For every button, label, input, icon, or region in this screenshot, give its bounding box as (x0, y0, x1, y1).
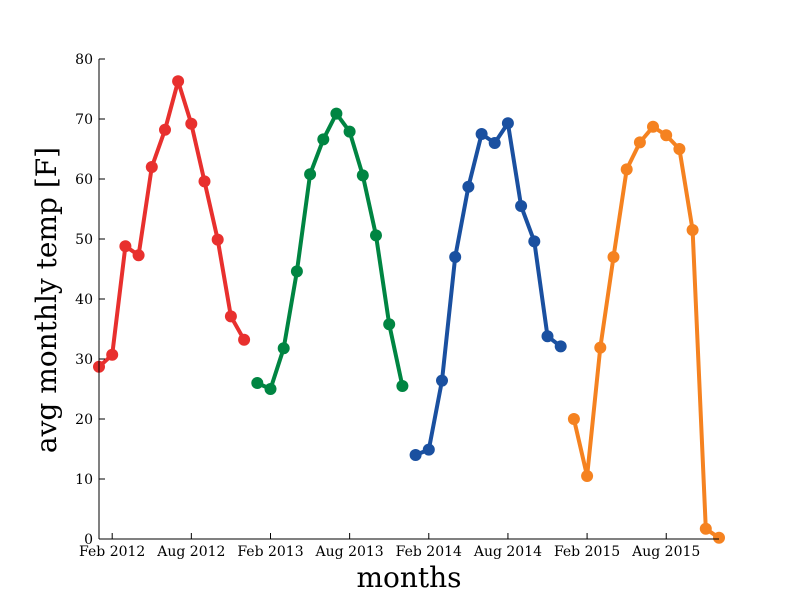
data-point (501, 117, 514, 130)
data-point (172, 75, 185, 88)
x-tick-label: Aug 2015 (631, 544, 700, 560)
data-point (449, 251, 462, 263)
data-point (594, 341, 607, 354)
data-point (383, 318, 396, 331)
data-point (106, 348, 119, 361)
series-line (571, 124, 721, 540)
data-point (343, 125, 356, 138)
series-1 (93, 75, 251, 373)
y-tick-label: 10 (75, 472, 93, 488)
data-point (488, 137, 501, 149)
data-point (462, 180, 475, 193)
data-point (422, 443, 435, 456)
y-tick-label: 80 (75, 52, 93, 68)
data-point (356, 169, 369, 182)
y-tick-label: 0 (84, 532, 93, 548)
data-point (370, 229, 382, 242)
data-point (699, 522, 712, 535)
data-point (515, 200, 528, 212)
x-tick-label: Aug 2012 (156, 544, 225, 560)
data-point (581, 470, 594, 482)
data-point (541, 330, 554, 343)
data-point (264, 383, 277, 395)
data-point (159, 123, 171, 136)
data-point (251, 377, 264, 389)
x-tick-label: Feb 2012 (79, 544, 145, 560)
data-point (607, 251, 620, 263)
data-point (528, 235, 541, 248)
data-point (224, 310, 237, 323)
data-point (290, 265, 303, 278)
y-axis-title: avg monthly temp [F] (30, 147, 63, 453)
data-point (330, 107, 343, 120)
y-tick-label: 30 (75, 352, 93, 368)
data-point (317, 133, 330, 146)
x-tick-label: Aug 2014 (473, 544, 542, 560)
data-point (409, 449, 422, 461)
x-tick-label: Feb 2013 (237, 544, 303, 560)
ticks-layer: 0 10 20 30 40 50 60 70 80 Feb 2012 Aug 2012 Feb 201… (75, 52, 700, 560)
y-tick-label: 20 (75, 412, 93, 428)
data-point (304, 168, 317, 181)
data-point (436, 374, 448, 387)
data-point (185, 117, 198, 130)
data-point (198, 175, 211, 188)
data-point (554, 340, 567, 353)
data-point (277, 342, 290, 355)
data-point (620, 163, 633, 176)
x-tick-label: Aug 2013 (315, 544, 384, 560)
data-point (119, 240, 132, 253)
data-point (132, 249, 145, 262)
y-tick-label: 40 (75, 292, 93, 308)
series-line (256, 111, 405, 391)
data-point (211, 233, 224, 246)
x-axis-title: months (356, 561, 461, 594)
data-point (660, 129, 673, 142)
data-point (238, 333, 251, 346)
data-point (713, 531, 725, 544)
series-line (97, 79, 246, 369)
series-4 (567, 120, 725, 544)
series-layer (93, 75, 725, 544)
data-point (633, 136, 646, 149)
y-tick-label: 60 (75, 172, 93, 188)
y-tick-label: 50 (75, 232, 93, 248)
data-point (647, 120, 659, 133)
x-tick-label: Feb 2014 (396, 544, 462, 560)
series-line (414, 121, 562, 457)
data-point (475, 128, 488, 140)
x-tick-label: Feb 2015 (554, 544, 620, 560)
y-tick-label: 70 (75, 112, 93, 128)
data-point (567, 413, 580, 425)
data-point (686, 224, 699, 236)
data-point (673, 143, 686, 155)
data-point (145, 161, 158, 173)
data-point (396, 380, 409, 392)
series-2 (251, 107, 409, 395)
series-3 (409, 117, 567, 461)
